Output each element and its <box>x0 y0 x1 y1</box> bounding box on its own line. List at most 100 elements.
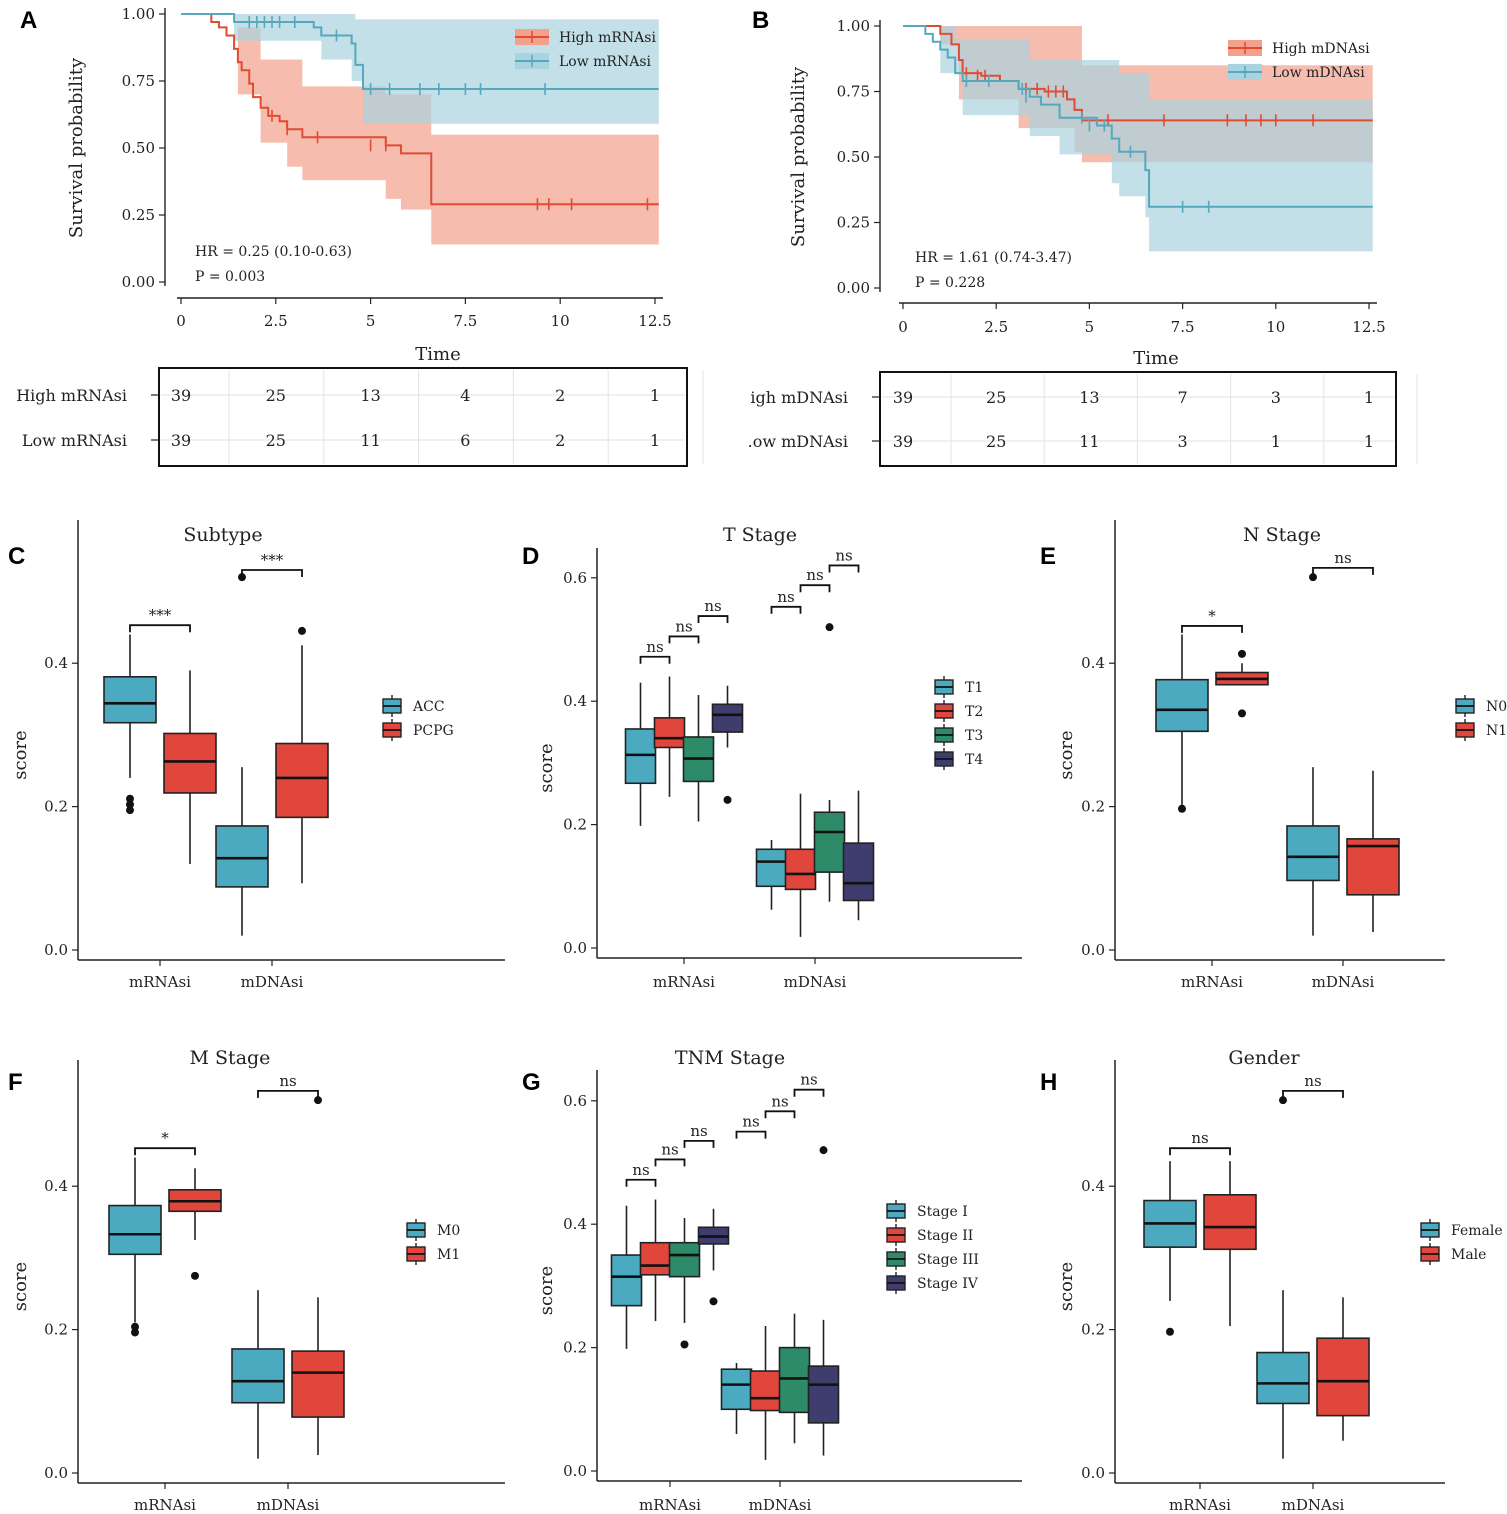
y-tick-label: 0.4 <box>44 1177 68 1195</box>
sig-label: ns <box>771 1092 788 1110</box>
risk-count: 13 <box>1079 388 1099 407</box>
y-tick-label: 0.0 <box>44 941 68 959</box>
x-tick-label: mDNAsi <box>1282 1496 1345 1514</box>
outlier-point <box>819 1146 828 1155</box>
legend-label: High mRNAsi <box>559 30 656 46</box>
boxplot-c: 0.0 0.2 0.4 mRNAsi mDNAsi Subtype score *** *** A… <box>10 520 505 991</box>
y-tick-label: 0.4 <box>1081 654 1105 672</box>
outlier-point <box>1166 1327 1174 1336</box>
outlier-point <box>131 1322 139 1331</box>
legend-label: Stage III <box>917 1252 979 1268</box>
risk-count: 3 <box>1178 432 1188 451</box>
sig-label: * <box>1208 607 1216 625</box>
outlier-point <box>1309 573 1317 582</box>
x-tick-label: mRNAsi <box>134 1496 196 1514</box>
x-tick-label: mRNAsi <box>1169 1496 1231 1514</box>
risk-count: 1 <box>1364 388 1374 407</box>
y-axis-title: score <box>1056 730 1077 779</box>
legend-label: Female <box>1451 1223 1503 1239</box>
boxplot-f: 0.0 0.2 0.4 mRNAsi mDNAsi M Stage score * ns M0 M1 <box>10 1047 505 1514</box>
x-tick-label: 10 <box>551 312 570 330</box>
x-tick-label: 12.5 <box>638 312 671 330</box>
outlier-point <box>723 795 732 804</box>
y-tick-label: 0.2 <box>1081 1321 1105 1339</box>
sig-bracket <box>697 615 729 624</box>
x-tick-label: 5 <box>366 312 376 330</box>
y-tick-label: 0.75 <box>122 72 155 90</box>
km-plot-b: 0.00 0.25 0.50 0.75 1.00 0 2.5 5 7.5 10 12.5 Time Su… <box>748 17 1418 467</box>
risk-row-label: High mRNAsi <box>16 386 127 405</box>
y-axis-title: score <box>536 743 557 792</box>
x-axis-title: Time <box>415 344 460 365</box>
y-axis-title: score <box>536 1266 557 1315</box>
legend-label: PCPG <box>413 723 454 739</box>
km-plot-a: 0.00 0.25 0.50 0.75 1.00 0 2.5 5 7.5 10 12.5 Time Su… <box>16 5 704 467</box>
y-tick-label: 0.75 <box>837 83 870 101</box>
y-tick-label: 0.2 <box>1081 798 1105 816</box>
x-tick-label: mRNAsi <box>653 973 715 991</box>
x-tick-label: 2.5 <box>264 312 288 330</box>
risk-count: 13 <box>360 386 380 405</box>
risk-row-label: igh mDNAsi <box>750 388 848 407</box>
x-axis-title: Time <box>1133 348 1178 369</box>
sig-bracket <box>1312 566 1374 575</box>
y-tick-label: 0.6 <box>563 569 587 587</box>
y-axis-title: score <box>10 730 31 779</box>
sig-bracket <box>129 624 191 633</box>
sig-bracket <box>828 564 860 573</box>
x-tick-label: mDNAsi <box>784 973 847 991</box>
box-iqr <box>778 1346 811 1414</box>
x-tick-label: mDNAsi <box>749 1496 812 1514</box>
sig-bracket <box>639 655 671 664</box>
y-tick-label: 0.4 <box>44 654 68 672</box>
box-iqr <box>1286 825 1340 882</box>
x-tick-label: 7.5 <box>1171 318 1195 336</box>
x-tick-label: 0 <box>176 312 186 330</box>
box-iqr <box>749 1370 782 1412</box>
risk-count: 3 <box>1271 388 1281 407</box>
risk-count: 25 <box>266 431 286 450</box>
hr-text: HR = 1.61 (0.74-3.47) <box>915 250 1072 266</box>
sig-label: ns <box>1304 1072 1321 1090</box>
sig-bracket <box>625 1178 657 1187</box>
y-tick-label: 0.00 <box>122 273 155 291</box>
box-iqr <box>668 1241 701 1278</box>
survival-curve-1 <box>903 25 1373 208</box>
risk-count: 11 <box>1079 432 1099 451</box>
panel-letter-c: C <box>8 543 25 570</box>
y-tick-label: 0.6 <box>563 1092 587 1110</box>
y-tick-label: 0.4 <box>1081 1177 1105 1195</box>
sig-bracket <box>134 1147 196 1156</box>
p-value-text: P = 0.003 <box>195 269 265 285</box>
risk-row-label: Low mRNAsi <box>22 431 127 450</box>
risk-row-label: .ow mDNAsi <box>748 432 848 451</box>
outlier-point <box>680 1340 689 1349</box>
panel-title: N Stage <box>1243 524 1321 546</box>
box-iqr <box>231 1348 285 1404</box>
y-tick-label: 0.4 <box>563 1215 587 1233</box>
panel-title: M Stage <box>190 1047 271 1069</box>
sig-bracket <box>1282 1089 1344 1098</box>
sig-label: *** <box>149 606 172 624</box>
box-iqr <box>108 1204 162 1256</box>
y-axis-title: Survival probability <box>788 66 809 247</box>
survival-curve-0 <box>903 25 1373 122</box>
y-axis-title: score <box>10 1262 31 1311</box>
sig-bracket <box>764 1110 796 1119</box>
legend-label: ACC <box>412 699 445 715</box>
legend-label: Stage IV <box>917 1276 979 1292</box>
legend-label: Low mDNAsi <box>1272 65 1365 81</box>
outlier-point <box>314 1096 322 1105</box>
box-iqr <box>842 842 875 902</box>
y-tick-label: 0.0 <box>44 1464 68 1482</box>
x-tick-label: 2.5 <box>984 318 1008 336</box>
panel-letter-f: F <box>8 1069 23 1096</box>
risk-count: 4 <box>460 386 470 405</box>
boxplot-h: 0.0 0.2 0.4 mRNAsi mDNAsi Gender score ns ns Fema… <box>1056 1047 1503 1514</box>
box-iqr <box>807 1365 840 1424</box>
risk-count: 39 <box>893 432 913 451</box>
survival-curve-1 <box>181 13 659 91</box>
y-tick-label: 0.0 <box>563 939 587 957</box>
box-iqr <box>1203 1194 1257 1251</box>
